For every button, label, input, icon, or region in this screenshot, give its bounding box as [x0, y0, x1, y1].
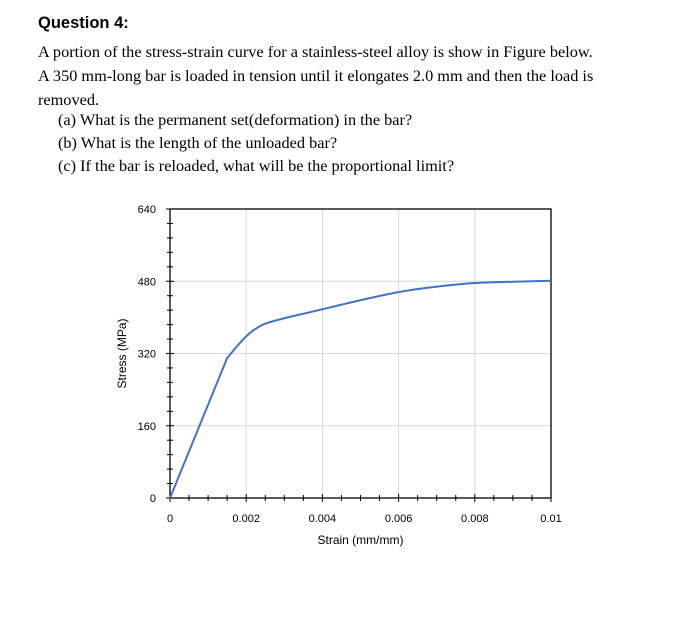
intro-line-2: A 350 mm-long bar is loaded in tension u…	[38, 66, 594, 85]
part-b: (b) What is the length of the unloaded b…	[58, 133, 338, 152]
ticks	[166, 208, 552, 502]
question-parts: (a) What is the permanent set(deformatio…	[58, 108, 454, 177]
x-tick-label: 0.01	[540, 513, 561, 525]
part-a: (a) What is the permanent set(deformatio…	[58, 110, 413, 129]
part-c: (c) If the bar is reloaded, what will be…	[58, 156, 455, 175]
question-intro: A portion of the stress-strain curve for…	[38, 40, 668, 112]
stress-strain-curve	[169, 279, 552, 499]
intro-line-1: A portion of the stress-strain curve for…	[38, 42, 593, 61]
question-title: Question 4:	[38, 14, 129, 32]
y-tick-label: 0	[150, 493, 156, 505]
x-axis-title: Strain (mm/mm)	[318, 533, 404, 547]
grid	[169, 208, 552, 499]
y-tick-label: 160	[138, 421, 156, 433]
intro-line-3: removed.	[38, 90, 100, 109]
tick-labels: 0 0.002 0.004 0.006 0.008 0.01 0 160 320 480 640	[138, 204, 562, 525]
x-tick-label: 0.008	[461, 513, 489, 525]
y-tick-label: 480	[138, 276, 156, 288]
x-tick-label: 0.002	[232, 513, 260, 525]
y-tick-label: 320	[138, 349, 156, 361]
x-tick-label: 0.004	[309, 513, 337, 525]
x-tick-label: 0	[167, 513, 173, 525]
y-tick-label: 640	[138, 204, 156, 216]
y-axis-title: Stress (MPa)	[115, 318, 129, 388]
x-tick-label: 0.006	[385, 513, 413, 525]
